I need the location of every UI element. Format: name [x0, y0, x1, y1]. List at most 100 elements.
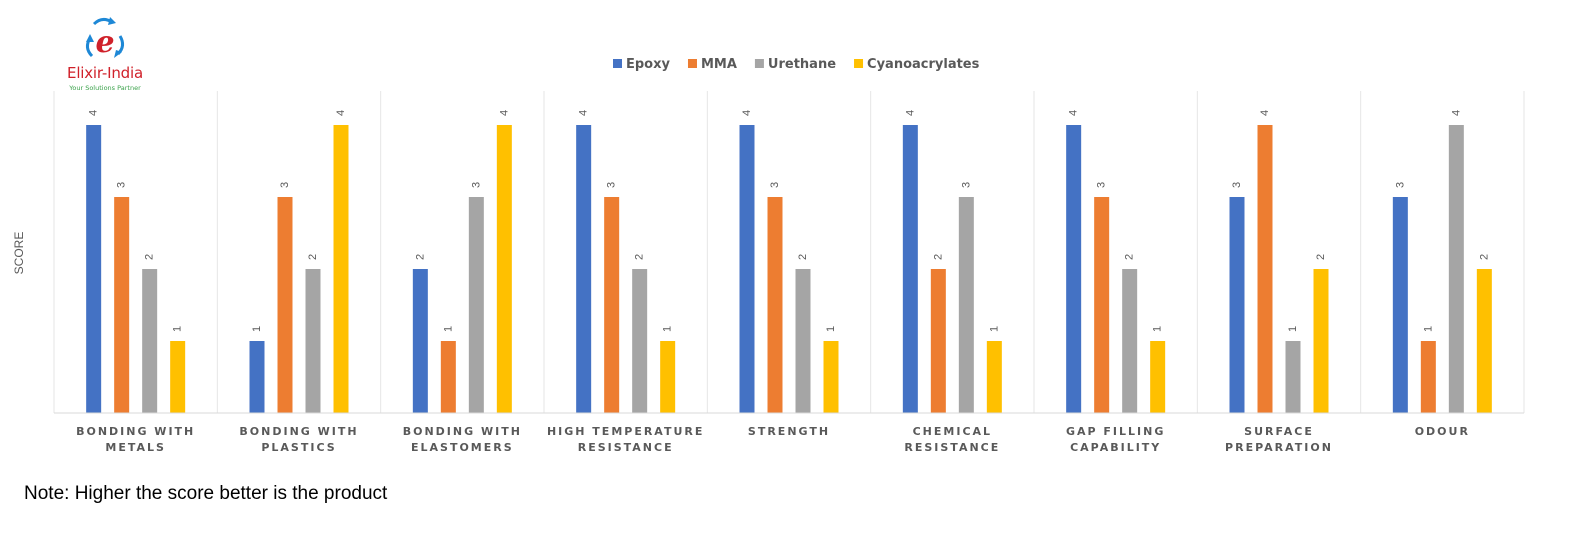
y-axis-label: SCORE [12, 232, 26, 275]
legend-label: Urethane [768, 57, 836, 72]
data-label: 2 [932, 254, 944, 260]
x-tick-label: ODOUR [1415, 425, 1470, 438]
bar-urethane-surface-preparation [1285, 341, 1301, 413]
data-label: 2 [1315, 254, 1327, 260]
data-label: 1 [662, 326, 674, 332]
data-label: 3 [116, 182, 128, 188]
bar-mma-bonding-with-metals [114, 197, 130, 413]
data-label: 1 [825, 326, 837, 332]
category-dividers [53, 91, 1525, 413]
bar-urethane-bonding-with-metals [142, 269, 158, 413]
logo-name: Elixir-India [67, 64, 143, 82]
bar-mma-odour [1420, 341, 1436, 413]
x-tick-label: HIGH TEMPERATURE RESISTANCE [547, 425, 704, 454]
bar-urethane-bonding-with-elastomers [468, 197, 484, 413]
data-label: 2 [144, 254, 156, 260]
data-label: 3 [606, 182, 618, 188]
bar-cyanoacrylates-surface-preparation [1313, 269, 1329, 413]
data-label: 2 [307, 254, 319, 260]
legend-swatch [854, 59, 864, 68]
legend-item-urethane: Urethane [754, 57, 836, 72]
bar-cyanoacrylates-bonding-with-metals [170, 341, 186, 413]
bar-cyanoacrylates-high-temperature-resistance [660, 341, 676, 413]
legend-swatch [613, 59, 622, 68]
x-tick-label: STRENGTH [748, 425, 830, 438]
data-label: 4 [88, 110, 100, 116]
bar-cyanoacrylates-chemical-resistance [986, 341, 1002, 413]
bar-epoxy-gap-filling-capability [1066, 125, 1082, 413]
data-label: 2 [634, 254, 646, 260]
bar-mma-surface-preparation [1257, 125, 1273, 413]
bar-epoxy-odour [1392, 197, 1408, 413]
data-label: 3 [1231, 182, 1243, 188]
bar-epoxy-strength [739, 125, 755, 413]
bar-epoxy-bonding-with-elastomers [412, 269, 428, 413]
logo: e Elixir-India Your Solutions Partner [46, 14, 166, 94]
logo-tagline: Your Solutions Partner [69, 84, 141, 92]
x-tick-label: BONDING WITH METALS [76, 425, 195, 454]
data-label: 4 [904, 110, 916, 116]
bars [86, 125, 1492, 413]
bar-urethane-chemical-resistance [958, 197, 974, 413]
bar-chart: Epoxy MMA Urethane Cyanoacrylates SCORE 4 3 2… [12, 57, 1525, 454]
legend-item-mma: MMA [687, 57, 737, 72]
data-label: 1 [442, 326, 454, 332]
bar-epoxy-bonding-with-plastics [249, 341, 265, 413]
logo-mark: e [85, 17, 125, 60]
bar-urethane-bonding-with-plastics [305, 269, 321, 413]
data-label: 4 [1450, 110, 1462, 116]
bar-urethane-odour [1448, 125, 1464, 413]
bar-cyanoacrylates-bonding-with-elastomers [496, 125, 512, 413]
legend-item-cyanoacrylates: Cyanoacrylates [854, 57, 980, 72]
x-tick-label: BONDING WITH ELASTOMERS [403, 425, 522, 454]
data-label: 3 [1394, 182, 1406, 188]
data-label: 4 [1259, 110, 1271, 116]
x-tick-label: CHEMICAL RESISTANCE [904, 425, 1000, 454]
bar-epoxy-high-temperature-resistance [576, 125, 592, 413]
data-label: 4 [741, 110, 753, 116]
note-text: Note: Higher the score better is the pro… [24, 483, 388, 504]
data-label: 1 [988, 326, 1000, 332]
data-labels: 4 3 2 1 1 3 2 4 2 1 3 4 4 3 2 1 4 3 2 1 4 2 3 1 4 3 2 1 3 4 1 2 3 1 4 2 [88, 110, 1491, 332]
bar-mma-bonding-with-elastomers [440, 341, 456, 413]
bar-urethane-high-temperature-resistance [632, 269, 648, 413]
data-label: 2 [797, 254, 809, 260]
data-label: 3 [1096, 182, 1108, 188]
bar-mma-gap-filling-capability [1094, 197, 1110, 413]
data-label: 1 [172, 326, 184, 332]
bar-mma-bonding-with-plastics [277, 197, 293, 413]
legend-label: Epoxy [626, 57, 671, 72]
data-label: 1 [1287, 326, 1299, 332]
legend-label: MMA [701, 57, 737, 72]
x-tick-labels: BONDING WITH METALS BONDING WITH PLASTICS BO… [76, 425, 1470, 454]
x-tick-label: GAP FILLING CAPABILITY [1066, 425, 1165, 454]
x-tick-label: SURFACE PREPARATION [1225, 425, 1333, 454]
bar-urethane-gap-filling-capability [1122, 269, 1138, 413]
data-label: 3 [960, 182, 972, 188]
data-label: 2 [1124, 254, 1136, 260]
data-label: 4 [335, 110, 347, 116]
bar-cyanoacrylates-strength [823, 341, 839, 413]
data-label: 2 [1478, 254, 1490, 260]
bar-epoxy-bonding-with-metals [86, 125, 102, 413]
data-label: 3 [279, 182, 291, 188]
data-label: 1 [251, 326, 263, 332]
data-label: 3 [769, 182, 781, 188]
bar-cyanoacrylates-gap-filling-capability [1150, 341, 1166, 413]
legend: Epoxy MMA Urethane Cyanoacrylates [613, 57, 980, 72]
bar-mma-high-temperature-resistance [604, 197, 620, 413]
svg-text:e: e [95, 25, 114, 60]
data-label: 1 [1422, 326, 1434, 332]
bar-epoxy-surface-preparation [1229, 197, 1245, 413]
bar-epoxy-chemical-resistance [902, 125, 918, 413]
bar-cyanoacrylates-odour [1476, 269, 1492, 413]
x-tick-label: BONDING WITH PLASTICS [239, 425, 358, 454]
legend-swatch [754, 59, 764, 68]
bar-mma-strength [767, 197, 783, 413]
legend-item-epoxy: Epoxy [613, 57, 671, 72]
data-label: 3 [470, 182, 482, 188]
bar-cyanoacrylates-bonding-with-plastics [333, 125, 349, 413]
data-label: 4 [1068, 110, 1080, 116]
data-label: 4 [578, 110, 590, 116]
data-label: 1 [1152, 326, 1164, 332]
